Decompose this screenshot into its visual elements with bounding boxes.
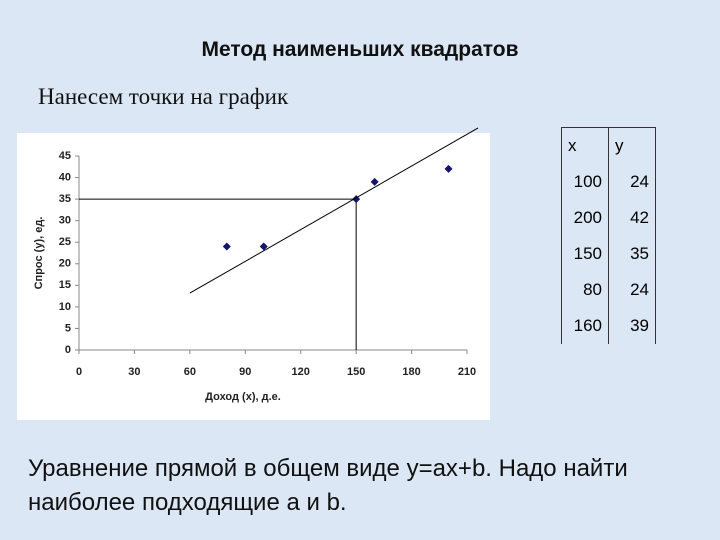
chart: 0 5 10 15 20 25 30 35 40 45 0 30 60 90 120 150 180 210 Дох… (33, 127, 479, 403)
x-tick-label: 60 (184, 366, 196, 378)
x-tick-label: 120 (292, 366, 310, 378)
table-cell: y (608, 127, 656, 164)
table-cell: 42 (608, 200, 656, 236)
chart-area: 0 5 10 15 20 25 30 35 40 45 0 30 60 90 120 150 180 210 Дох… (17, 127, 490, 420)
trend-line (189, 127, 479, 294)
x-tick-label: 90 (239, 366, 251, 378)
table-cell: 24 (608, 164, 656, 200)
x-tick-label: 210 (458, 366, 476, 378)
y-tick-label: 15 (59, 279, 71, 291)
table-cell: 150 (561, 236, 609, 272)
y-tick-label: 30 (59, 215, 71, 227)
table-cell: 39 (608, 308, 656, 344)
table-cell: 35 (608, 236, 656, 272)
table-cell: 24 (608, 272, 656, 308)
x-tick-label: 0 (76, 366, 82, 378)
y-tick-label: 0 (65, 344, 71, 356)
table-row: 80 24 (561, 272, 656, 308)
table-row: 150 35 (561, 236, 656, 272)
point (444, 164, 453, 173)
y-tick-label: 45 (59, 150, 71, 162)
slide-title: Метод наименьших квадратов (201, 38, 519, 61)
data-table: x y 100 24 200 42 150 35 80 24 160 39 (561, 127, 656, 344)
table-row: 200 42 (561, 200, 656, 236)
y-tick-label: 5 (65, 322, 71, 334)
table-cell: 160 (561, 308, 609, 344)
y-tick-label: 10 (59, 301, 71, 313)
point (370, 177, 379, 186)
y-tick-label: 20 (59, 258, 71, 270)
table-cell: 80 (561, 272, 609, 308)
table-row: 100 24 (561, 164, 656, 200)
table-cell: 100 (561, 164, 609, 200)
point (222, 242, 231, 251)
x-axis-label: Доход (x), д.е. (205, 391, 281, 403)
x-tick-label: 30 (128, 366, 140, 378)
y-axis-label: Спрос (y), ед. (33, 217, 45, 290)
y-tick-label: 35 (59, 193, 71, 205)
table-cell: x (561, 127, 609, 164)
x-tick-label: 180 (402, 366, 420, 378)
point (259, 242, 268, 251)
table-cell: 200 (561, 200, 609, 236)
body-text: Уравнение прямой в общем виде y=ax+b. На… (28, 455, 628, 516)
subtitle: Нанесем точки на график (38, 84, 289, 109)
y-tick-label: 40 (59, 171, 71, 183)
x-tick-label: 150 (347, 366, 365, 378)
table-row: 160 39 (561, 308, 656, 344)
y-tick-label: 25 (59, 236, 71, 248)
